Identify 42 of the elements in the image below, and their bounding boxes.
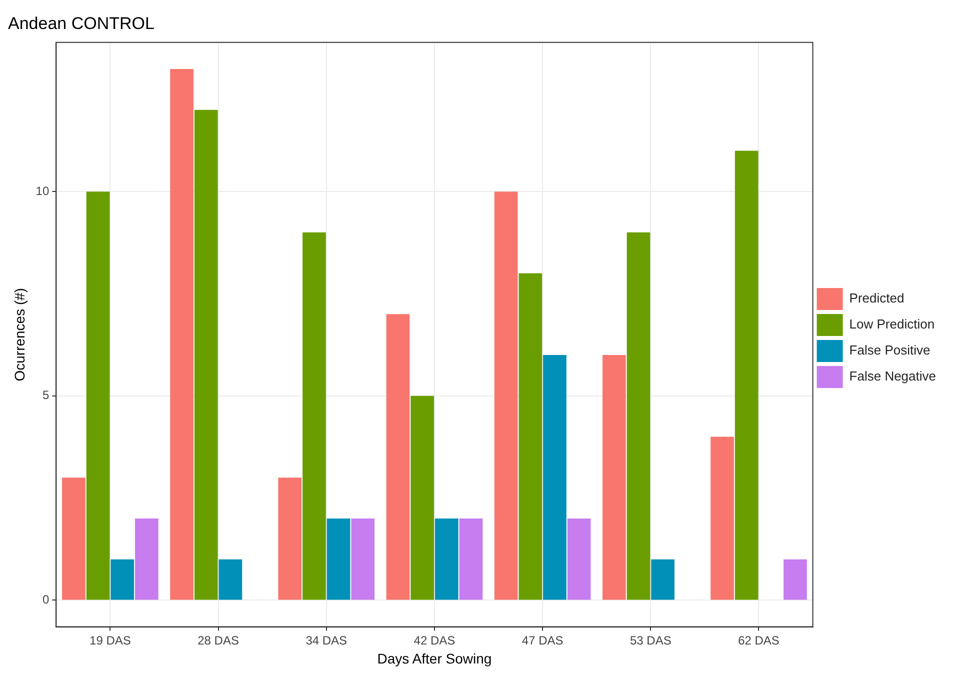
bar xyxy=(218,559,242,600)
bar xyxy=(326,518,350,600)
bar xyxy=(302,232,326,600)
bar xyxy=(543,355,566,600)
bar xyxy=(62,478,86,600)
bar xyxy=(651,559,674,600)
bar xyxy=(434,518,458,600)
y-tick-label: 0 xyxy=(42,592,50,607)
legend-label: False Positive xyxy=(849,342,930,358)
y-axis-title: Ocurrences (#) xyxy=(11,288,28,382)
bar xyxy=(110,559,134,600)
x-tick-label: 42 DAS xyxy=(414,633,456,648)
bar xyxy=(194,110,218,600)
legend-label: Low Prediction xyxy=(849,316,935,332)
bar xyxy=(626,232,650,600)
legend-label: False Negative xyxy=(849,368,936,384)
bar xyxy=(459,518,483,600)
bar xyxy=(135,518,158,600)
bar xyxy=(86,192,110,600)
bar xyxy=(784,559,807,600)
x-tick-label: 28 DAS xyxy=(198,633,239,648)
bar xyxy=(734,150,758,600)
x-tick-label: 47 DAS xyxy=(522,633,564,648)
bar xyxy=(278,478,302,600)
x-tick-label: 62 DAS xyxy=(738,633,780,648)
x-tick-label: 53 DAS xyxy=(630,633,672,648)
bar xyxy=(567,518,591,600)
x-axis-title: Days After Sowing xyxy=(377,650,492,666)
x-tick-label: 19 DAS xyxy=(90,633,131,648)
bar xyxy=(518,273,542,600)
bar xyxy=(351,518,375,600)
x-tick-label: 34 DAS xyxy=(306,633,348,648)
y-tick-label: 5 xyxy=(42,388,50,402)
bar xyxy=(494,192,518,600)
bar xyxy=(386,314,410,600)
bar xyxy=(602,355,626,600)
y-tick-label: 10 xyxy=(36,184,50,198)
bar xyxy=(170,68,194,600)
bar xyxy=(410,396,434,600)
legend-label: Predicted xyxy=(849,290,904,306)
chart-title: Andean CONTROL xyxy=(8,14,154,33)
bar xyxy=(710,436,734,600)
